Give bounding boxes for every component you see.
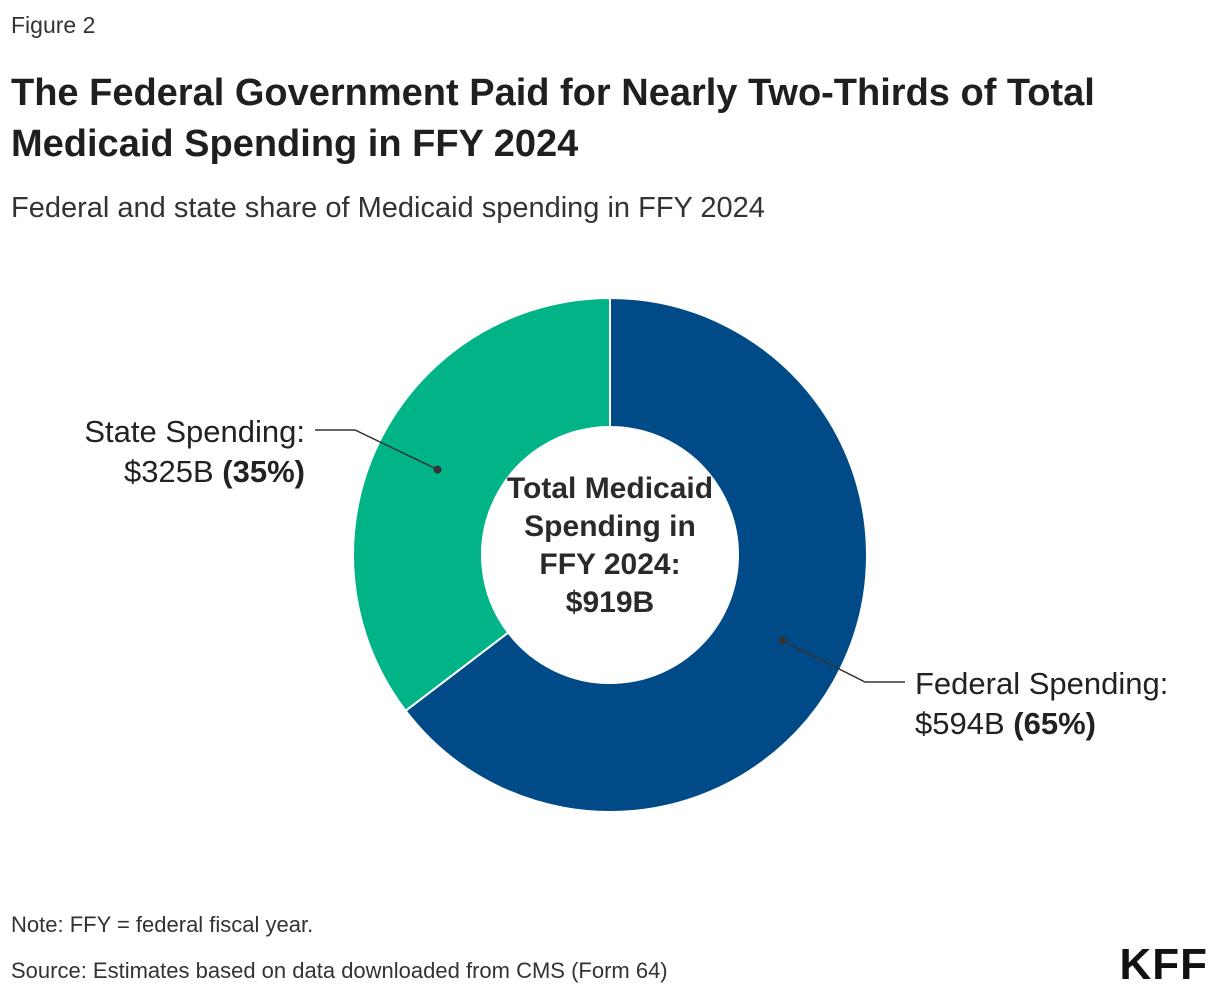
federal-leader-line-dot (778, 636, 787, 645)
kff-logo: KFF (1119, 940, 1208, 989)
center-label-line-2: Spending in (524, 510, 696, 543)
state-spending-value-row: $325B (35%) (84, 452, 305, 492)
figure-label: Figure 2 (11, 12, 96, 38)
federal-spending-percent: (65%) (1013, 706, 1096, 741)
donut-slices (352, 296, 868, 813)
state-spending-slice (352, 296, 611, 713)
chart-subtitle: Federal and state share of Medicaid spen… (11, 192, 765, 224)
state-spending-label: State Spending: $325B (35%) (84, 412, 305, 492)
state-leader-line (315, 429, 438, 471)
federal-spending-value: $594B (915, 706, 1005, 741)
state-spending-value: $325B (124, 454, 214, 489)
state-spending-percent: (35%) (222, 454, 305, 489)
center-label-line-1: Total Medicaid (506, 472, 714, 505)
federal-spending-label: Federal Spending: $594B (65%) (915, 664, 1168, 744)
chart-source: Source: Estimates based on data download… (11, 958, 668, 983)
chart-title: The Federal Government Paid for Nearly T… (11, 72, 1095, 165)
center-label-line-3: FFY 2024: (539, 548, 681, 581)
chart-note: Note: FFY = federal fiscal year. (11, 912, 314, 937)
federal-spending-value-row: $594B (65%) (915, 704, 1168, 744)
federal-spending-slice (404, 296, 868, 813)
donut-center-label: Total Medicaid Spending in FFY 2024: $91… (470, 470, 750, 622)
federal-leader-line (782, 639, 905, 683)
federal-spending-name: Federal Spending: (915, 666, 1169, 701)
center-label-line-4: $919B (565, 586, 655, 619)
state-leader-line-dot (433, 465, 442, 474)
leader-lines (315, 429, 905, 683)
state-spending-name: State Spending: (84, 414, 305, 449)
